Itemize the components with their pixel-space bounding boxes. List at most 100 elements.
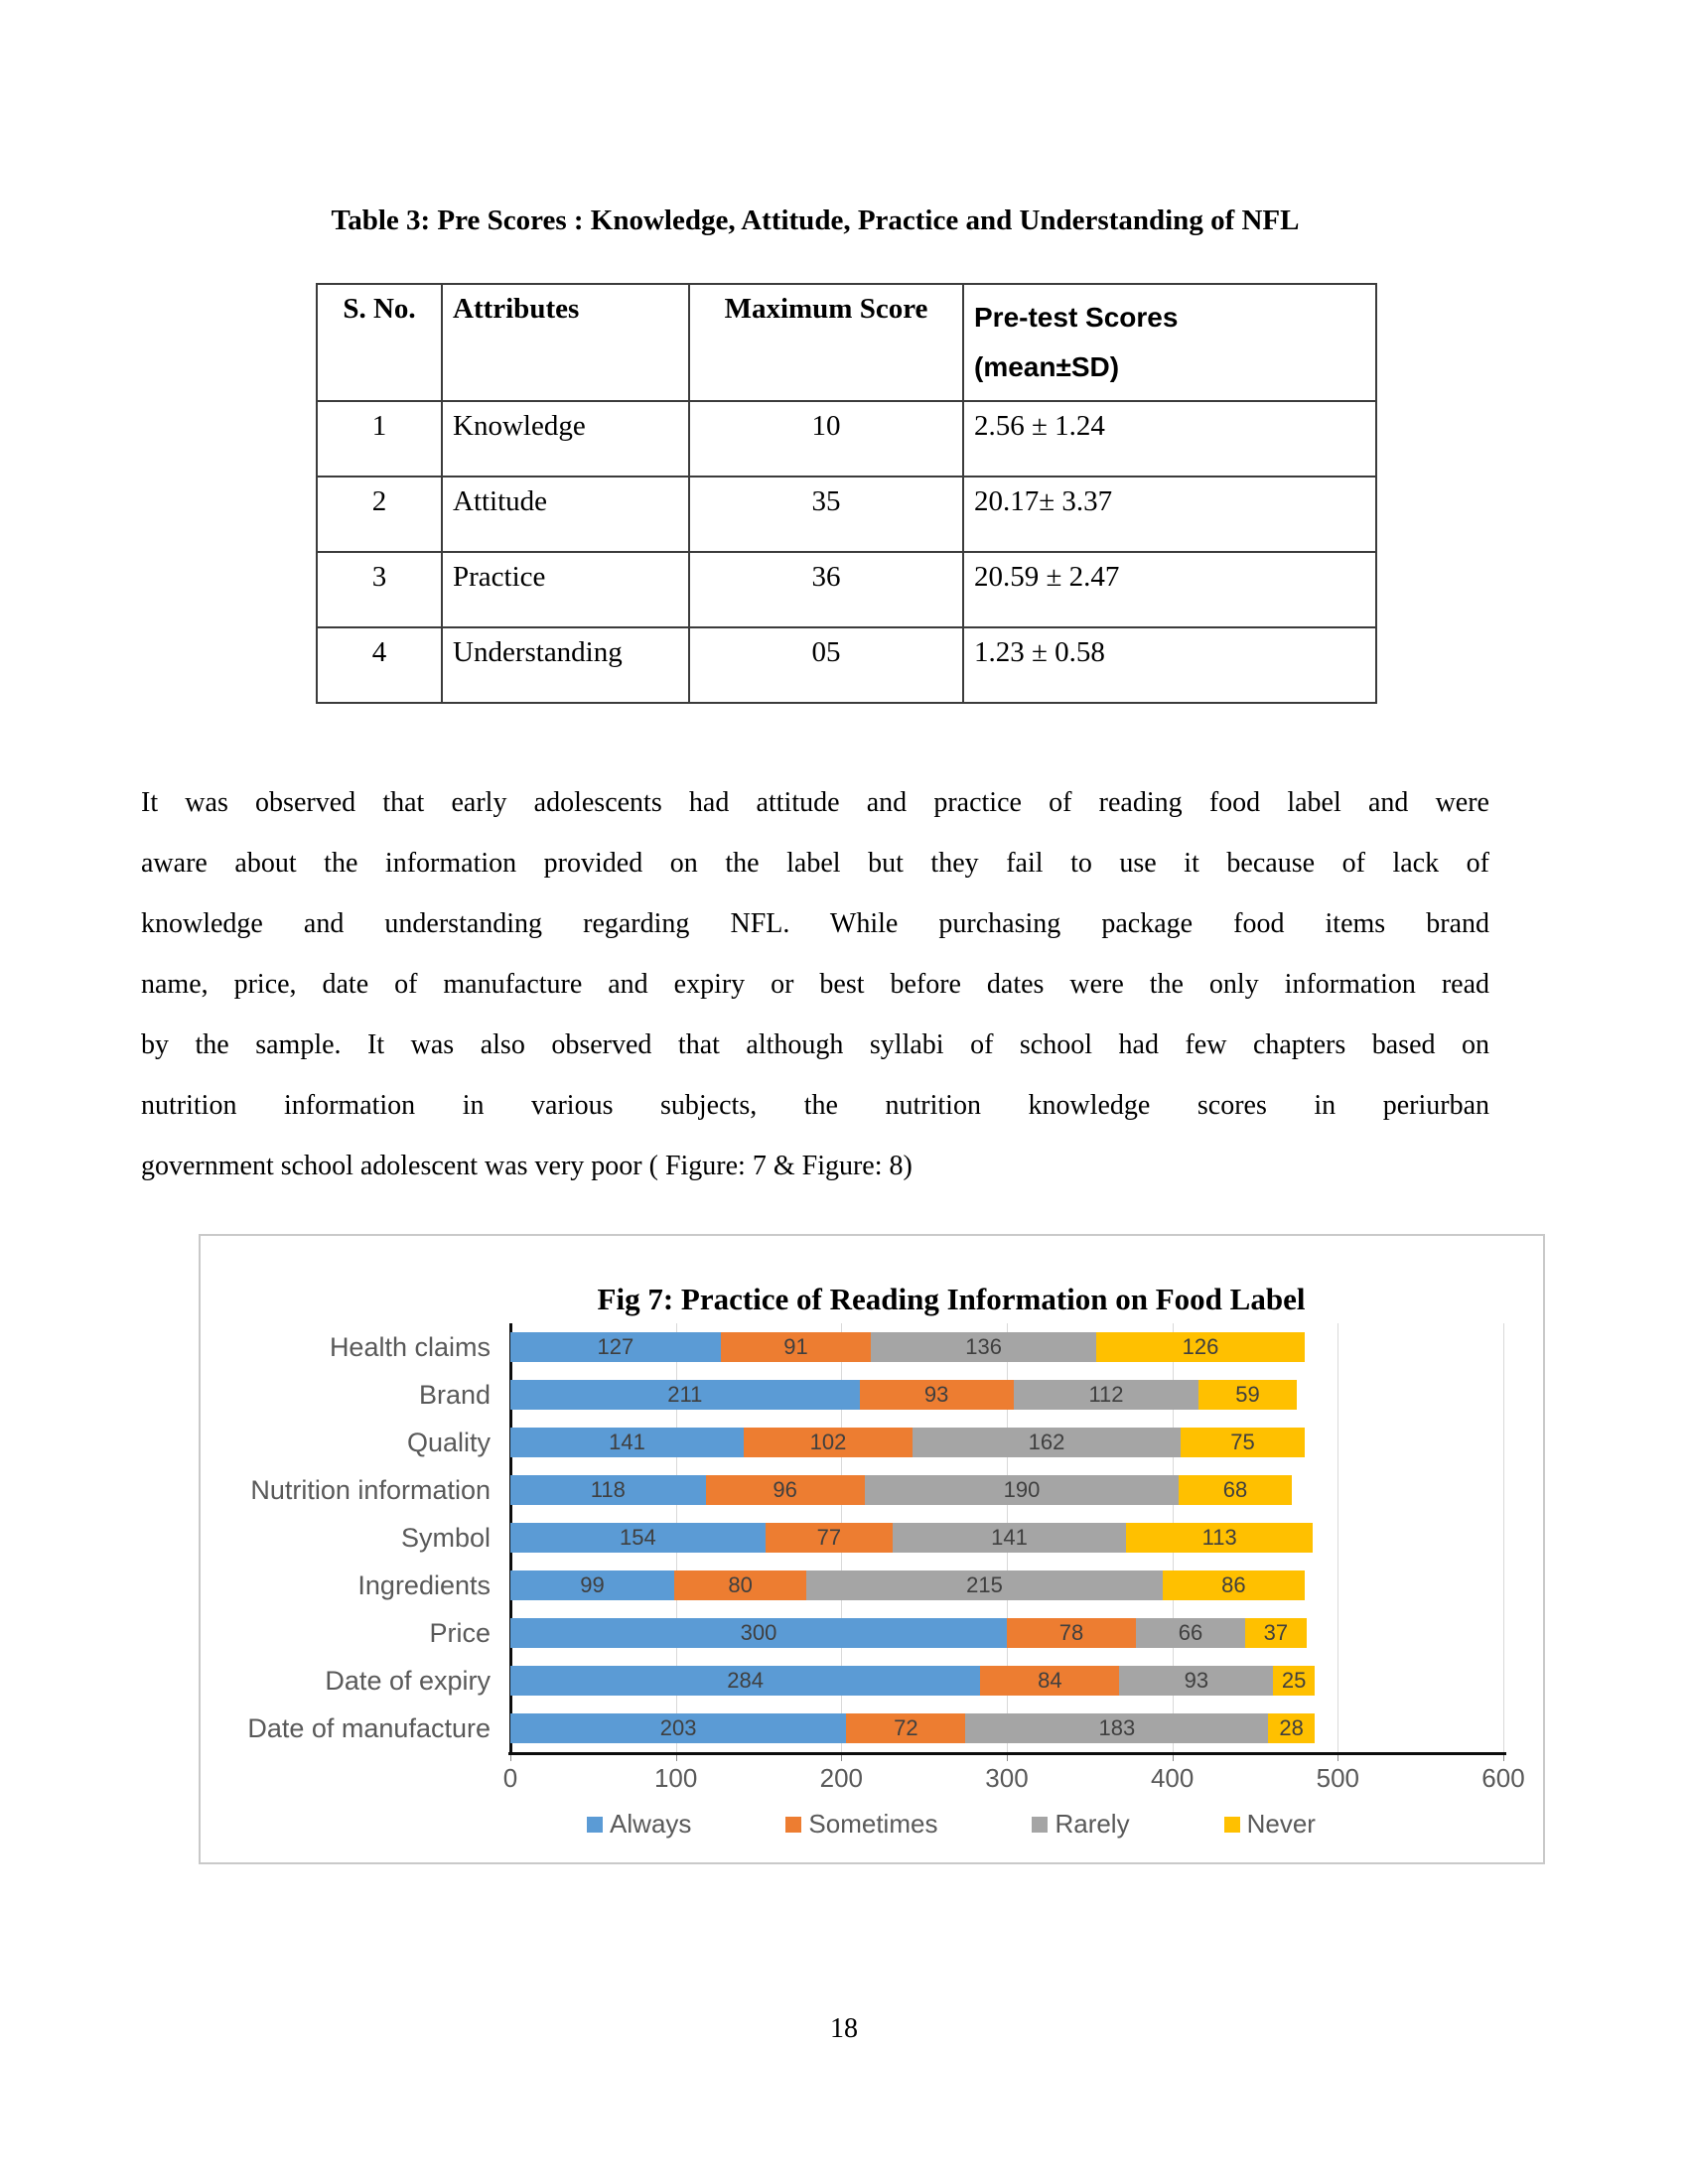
table-row: 4 Understanding 05 1.23 ± 0.58 xyxy=(316,626,1377,704)
data-label: 126 xyxy=(1182,1334,1219,1359)
paragraph-line: It was observed that early adolescents h… xyxy=(141,787,1489,818)
legend-label: Always xyxy=(610,1809,692,1839)
bar-segment-always: 154 xyxy=(510,1523,766,1553)
data-label: 284 xyxy=(727,1668,765,1693)
stacked-bar: 141 102 162 75 xyxy=(510,1428,1305,1457)
row-attribute: Knowledge xyxy=(441,400,690,478)
gridline xyxy=(1337,1323,1339,1752)
bar-segment-rarely: 66 xyxy=(1136,1618,1245,1648)
data-label: 136 xyxy=(965,1334,1002,1359)
row-sno: 3 xyxy=(316,551,443,628)
row-max: 05 xyxy=(688,626,964,704)
row-sno: 4 xyxy=(316,626,443,704)
bar-segment-never: 25 xyxy=(1273,1666,1315,1696)
data-label: 72 xyxy=(894,1715,918,1740)
data-label: 102 xyxy=(809,1430,847,1454)
row-pretest: 1.23 ± 0.58 xyxy=(962,626,1377,704)
stacked-bar: 127 91 136 126 xyxy=(510,1332,1305,1362)
row-max: 10 xyxy=(688,400,964,478)
data-label: 91 xyxy=(783,1334,808,1359)
data-label: 190 xyxy=(1003,1477,1041,1502)
header-sno: S. No. xyxy=(316,283,443,402)
data-label: 141 xyxy=(609,1430,645,1454)
bar-segment-sometimes: 91 xyxy=(720,1332,872,1362)
row-max: 35 xyxy=(688,476,964,553)
stacked-bar: 284 84 93 25 xyxy=(510,1666,1315,1696)
data-label: 77 xyxy=(816,1525,842,1550)
data-label: 84 xyxy=(1038,1668,1062,1693)
axis-tick-label: 0 xyxy=(502,1763,518,1793)
axis-tick xyxy=(675,1755,677,1761)
data-label: 93 xyxy=(923,1382,949,1407)
row-max: 36 xyxy=(688,551,964,628)
category-label: Symbol xyxy=(400,1523,491,1553)
legend-item-always: Always xyxy=(587,1809,691,1840)
body-paragraph: It was observed that early adolescents h… xyxy=(141,772,1489,1196)
table-title: Table 3: Pre Scores : Knowledge, Attitud… xyxy=(331,205,1300,236)
data-label: 96 xyxy=(773,1477,797,1502)
bar-segment-always: 99 xyxy=(510,1570,674,1600)
paragraph-line: knowledge and understanding regarding NF… xyxy=(141,908,1489,939)
legend-label: Never xyxy=(1246,1809,1316,1839)
gridline xyxy=(1503,1323,1504,1752)
bar-segment-sometimes: 77 xyxy=(765,1523,893,1553)
data-label: 59 xyxy=(1235,1382,1260,1407)
legend-item-rarely: Rarely xyxy=(1032,1809,1130,1840)
paragraph-line: name, price, date of manufacture and exp… xyxy=(141,969,1489,1000)
data-label: 300 xyxy=(740,1620,777,1645)
axis-tick xyxy=(1007,1755,1008,1761)
bar-segment-sometimes: 102 xyxy=(744,1428,913,1457)
row-attribute: Understanding xyxy=(441,626,690,704)
stacked-bar: 154 77 141 113 xyxy=(510,1523,1314,1553)
paragraph-line: nutrition information in various subject… xyxy=(141,1090,1489,1121)
header-attributes: Attributes xyxy=(441,283,690,402)
figure-7-panel: Fig 7: Practice of Reading Information o… xyxy=(199,1234,1545,1864)
data-label: 80 xyxy=(728,1572,753,1597)
category-label: Price xyxy=(429,1618,491,1648)
header-max-score: Maximum Score xyxy=(688,283,964,402)
chart-row: Price 300 78 66 37 xyxy=(201,1609,1543,1657)
header-pretest: Pre-test Scores (mean±SD) xyxy=(962,283,1377,402)
chart-row: Date of manufacture 203 72 183 28 xyxy=(201,1705,1543,1752)
category-label: Quality xyxy=(406,1428,491,1457)
data-label: 215 xyxy=(966,1572,1003,1597)
data-label: 68 xyxy=(1222,1477,1248,1502)
legend-label: Rarely xyxy=(1055,1809,1130,1839)
bar-segment-never: 59 xyxy=(1198,1380,1297,1410)
axis-tick-label: 400 xyxy=(1150,1763,1195,1793)
data-label: 93 xyxy=(1184,1668,1209,1693)
axis-tick xyxy=(1503,1755,1504,1761)
bar-segment-never: 113 xyxy=(1125,1523,1314,1553)
figure-title: Fig 7: Practice of Reading Information o… xyxy=(597,1282,1306,1316)
bar-segment-never: 75 xyxy=(1181,1428,1305,1457)
bar-segment-rarely: 183 xyxy=(965,1713,1269,1743)
data-label: 99 xyxy=(580,1572,605,1597)
stacked-bar: 118 96 190 68 xyxy=(510,1475,1292,1505)
bar-segment-never: 28 xyxy=(1268,1713,1315,1743)
table-row: 3 Practice 36 20.59 ± 2.47 xyxy=(316,551,1377,628)
table-row: 2 Attitude 35 20.17± 3.37 xyxy=(316,476,1377,553)
data-label: 25 xyxy=(1281,1668,1307,1693)
data-label: 28 xyxy=(1279,1715,1304,1740)
row-sno: 1 xyxy=(316,400,443,478)
bar-segment-never: 37 xyxy=(1245,1618,1307,1648)
chart-legend: Always Sometimes Rarely Never xyxy=(201,1809,1543,1840)
bar-segment-sometimes: 78 xyxy=(1007,1618,1136,1648)
bar-segment-always: 118 xyxy=(510,1475,706,1505)
bar-segment-never: 68 xyxy=(1179,1475,1292,1505)
bar-segment-rarely: 141 xyxy=(892,1523,1126,1553)
axis-tick-label: 300 xyxy=(985,1763,1029,1793)
category-label: Date of expiry xyxy=(325,1666,491,1696)
bar-segment-always: 300 xyxy=(510,1618,1007,1648)
bar-segment-rarely: 215 xyxy=(806,1570,1163,1600)
stacked-bar: 211 93 112 59 xyxy=(510,1380,1297,1410)
bar-segment-never: 126 xyxy=(1095,1332,1305,1362)
data-label: 211 xyxy=(667,1382,703,1407)
bar-segment-rarely: 136 xyxy=(871,1332,1096,1362)
bar-segment-rarely: 93 xyxy=(1119,1666,1274,1696)
axis-tick xyxy=(510,1755,511,1761)
legend-item-sometimes: Sometimes xyxy=(785,1809,937,1840)
legend-item-never: Never xyxy=(1223,1809,1316,1840)
category-label: Brand xyxy=(418,1380,491,1410)
data-label: 78 xyxy=(1058,1620,1084,1645)
